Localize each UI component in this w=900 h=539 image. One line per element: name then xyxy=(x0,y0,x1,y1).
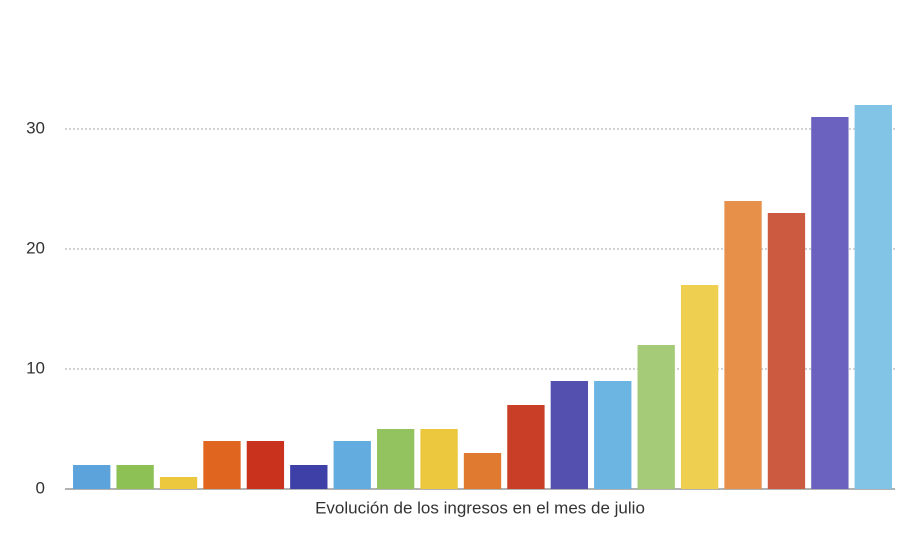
bar xyxy=(73,465,111,489)
chart-title: Evolución de los ingresos en el mes de j… xyxy=(315,498,645,517)
y-tick-label: 30 xyxy=(26,118,45,137)
y-tick-label: 0 xyxy=(36,478,45,497)
bar xyxy=(724,201,762,489)
bar xyxy=(594,381,632,489)
bar xyxy=(507,405,545,489)
bar xyxy=(550,381,589,489)
bar xyxy=(333,441,371,489)
bar xyxy=(811,117,849,489)
bar xyxy=(246,441,285,489)
bar xyxy=(637,345,675,489)
bar xyxy=(159,477,198,489)
bar xyxy=(290,465,328,489)
bar xyxy=(767,213,806,489)
bar xyxy=(420,429,458,489)
bar xyxy=(854,105,892,489)
y-tick-label: 20 xyxy=(26,238,45,257)
y-tick-label: 10 xyxy=(26,358,45,377)
bar xyxy=(680,285,719,489)
bar xyxy=(376,429,415,489)
bar xyxy=(463,453,502,489)
bar xyxy=(116,465,154,489)
bar xyxy=(203,441,241,489)
